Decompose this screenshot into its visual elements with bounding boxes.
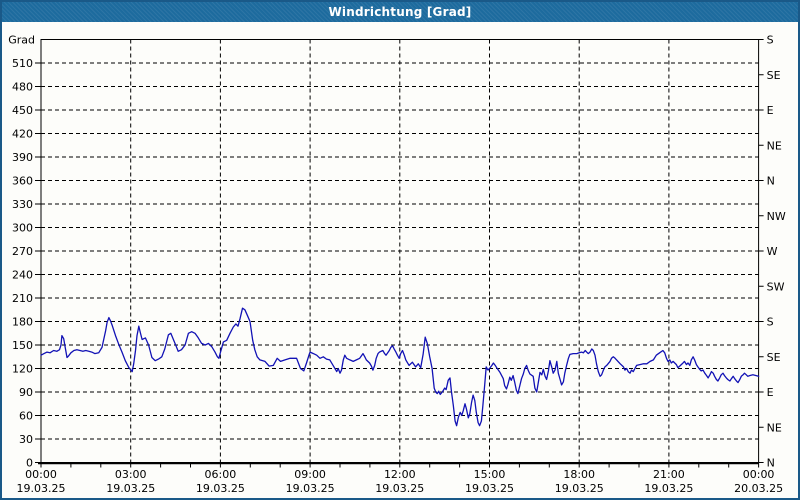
y-left-tick-label: 480 <box>12 81 33 94</box>
y-right-tick-label: SE <box>767 351 781 364</box>
series-windrichtung <box>40 307 760 427</box>
y-axis-right: N NE E SE S SW W NW N NE E SE S <box>758 34 786 470</box>
title-bar: Windrichtung [Grad] <box>2 2 798 22</box>
x-time-label: 12:00 <box>384 468 416 481</box>
y-left-tick-label: 210 <box>12 292 33 305</box>
y-right-tick-label: NW <box>767 210 786 223</box>
x-date-label: 19.03.25 <box>555 482 604 495</box>
wind-direction-line <box>40 307 760 427</box>
y-left-tick-label: 270 <box>12 245 33 258</box>
y-axis-unit-label: Grad <box>8 34 35 47</box>
x-date-label: 19.03.25 <box>17 482 66 495</box>
y-left-tick-label: 390 <box>12 151 33 164</box>
x-date-label: 20.03.25 <box>734 482 783 495</box>
x-date-label: 19.03.25 <box>375 482 424 495</box>
y-right-tick-label: SW <box>767 280 785 293</box>
y-left-tick-label: 510 <box>12 57 33 70</box>
x-date-label: 19.03.25 <box>196 482 245 495</box>
x-date-label: 19.03.25 <box>465 482 514 495</box>
y-right-tick-label: S <box>767 316 774 329</box>
y-right-tick-label: E <box>767 104 774 117</box>
x-time-label: 00:00 <box>743 468 775 481</box>
y-left-tick-label: 330 <box>12 198 33 211</box>
y-left-tick-label: 90 <box>19 386 33 399</box>
x-date-label: 19.03.25 <box>644 482 693 495</box>
x-time-label: 09:00 <box>294 468 326 481</box>
window-title: Windrichtung [Grad] <box>328 5 472 19</box>
y-right-tick-label: S <box>767 34 774 47</box>
y-left-tick-label: 150 <box>12 339 33 352</box>
x-time-label: 15:00 <box>474 468 506 481</box>
x-time-label: 03:00 <box>115 468 147 481</box>
y-left-tick-label: 120 <box>12 363 33 376</box>
y-left-tick-label: 30 <box>19 433 33 446</box>
grid-lines <box>41 39 759 463</box>
y-left-tick-label: 180 <box>12 316 33 329</box>
y-right-tick-label: N <box>767 175 775 188</box>
y-left-tick-label: 60 <box>19 410 33 423</box>
x-date-label: 19.03.25 <box>106 482 155 495</box>
y-right-tick-label: NE <box>767 421 782 434</box>
x-time-label: 06:00 <box>205 468 237 481</box>
y-right-tick-label: W <box>767 245 778 258</box>
y-left-tick-label: 360 <box>12 175 33 188</box>
x-date-label: 19.03.25 <box>286 482 335 495</box>
x-axis: 00:0019.03.2503:0019.03.2506:0019.03.250… <box>17 462 783 495</box>
y-right-tick-label: NE <box>767 139 782 152</box>
y-right-tick-label: N <box>767 457 775 470</box>
y-right-tick-label: E <box>767 386 774 399</box>
y-left-tick-label: 240 <box>12 269 33 282</box>
y-left-tick-label: 450 <box>12 104 33 117</box>
x-time-label: 21:00 <box>653 468 685 481</box>
y-left-tick-label: 420 <box>12 128 33 141</box>
y-right-tick-label: SE <box>767 69 781 82</box>
y-left-tick-label: 0 <box>26 457 33 470</box>
y-left-tick-label: 300 <box>12 222 33 235</box>
x-time-label: 18:00 <box>563 468 595 481</box>
y-axis-left: 0 30 60 90 120 150 180 210 240 270 300 330 360 390 420… <box>8 34 41 470</box>
x-time-label: 00:00 <box>25 468 57 481</box>
